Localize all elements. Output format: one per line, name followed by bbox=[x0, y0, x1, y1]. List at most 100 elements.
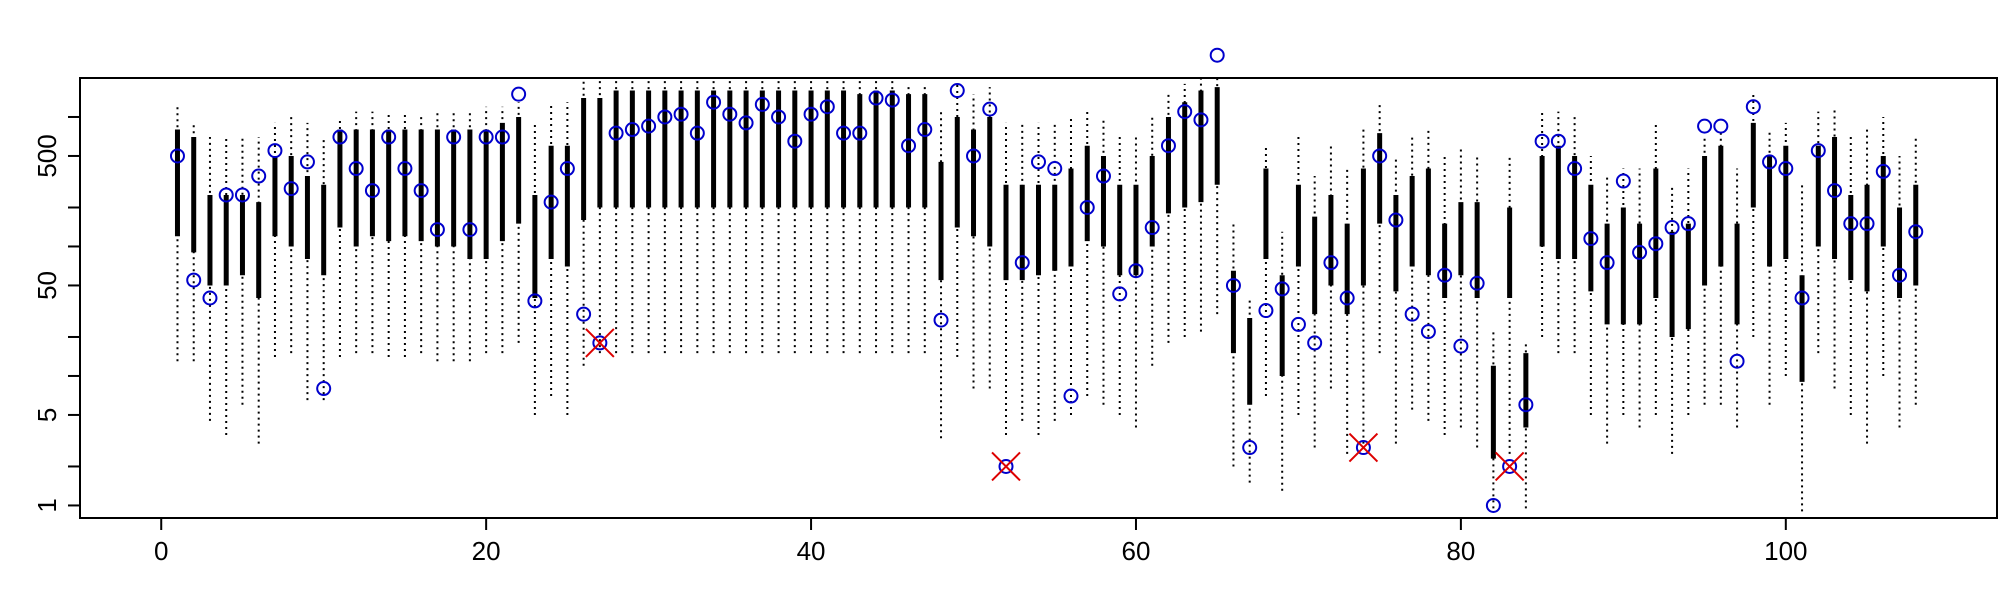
intervals-layer bbox=[174, 78, 1919, 512]
observed-point bbox=[1193, 112, 1209, 128]
flagged-marker bbox=[585, 328, 615, 358]
x-axis: 0 20 40 60 80 100 bbox=[154, 518, 1808, 566]
observed-point bbox=[234, 187, 250, 203]
observed-point bbox=[1420, 324, 1436, 340]
observed-point bbox=[1810, 143, 1826, 159]
observed-point bbox=[624, 122, 640, 138]
observed-point bbox=[348, 161, 364, 177]
observed-point bbox=[868, 90, 884, 106]
observed-point bbox=[836, 125, 852, 141]
observed-point bbox=[1485, 497, 1501, 513]
x-tick-label: 60 bbox=[1122, 536, 1151, 566]
observed-point bbox=[852, 125, 868, 141]
observed-point bbox=[1745, 99, 1761, 115]
observed-point bbox=[1697, 118, 1713, 134]
observed-point bbox=[641, 118, 657, 134]
observed-point bbox=[1388, 212, 1404, 228]
observed-point bbox=[429, 222, 445, 238]
observed-point bbox=[251, 168, 267, 184]
observed-point bbox=[283, 181, 299, 197]
y-tick-label: 50 bbox=[32, 271, 62, 300]
observed-point bbox=[657, 109, 673, 125]
observed-point bbox=[1859, 216, 1875, 232]
observed-point bbox=[608, 125, 624, 141]
x-tick-label: 100 bbox=[1764, 536, 1807, 566]
observed-point bbox=[738, 115, 754, 131]
observed-point bbox=[1437, 267, 1453, 283]
observed-point bbox=[1258, 303, 1274, 319]
observed-point bbox=[1615, 173, 1631, 189]
observed-point bbox=[1177, 104, 1193, 120]
observed-point bbox=[1534, 133, 1550, 149]
observed-point bbox=[1225, 277, 1241, 293]
observed-point bbox=[543, 194, 559, 210]
observed-point bbox=[397, 161, 413, 177]
observed-point bbox=[186, 272, 202, 288]
y-axis: 1 5 50 500 bbox=[32, 115, 80, 513]
observed-point bbox=[1274, 281, 1290, 297]
observed-point bbox=[267, 143, 283, 159]
x-tick-label: 80 bbox=[1446, 536, 1475, 566]
flagged-marker bbox=[991, 451, 1021, 482]
observed-point bbox=[819, 99, 835, 115]
observed-point bbox=[754, 96, 770, 112]
observed-point bbox=[917, 122, 933, 138]
observed-point bbox=[1599, 255, 1615, 271]
observed-point bbox=[1290, 316, 1306, 332]
observed-point bbox=[332, 129, 348, 145]
observed-point bbox=[413, 183, 429, 199]
observed-point bbox=[884, 92, 900, 108]
observed-point bbox=[446, 129, 462, 145]
observed-point bbox=[1339, 290, 1355, 306]
y-tick-label: 1 bbox=[32, 498, 62, 512]
observed-layer bbox=[169, 47, 1924, 513]
observed-point bbox=[1307, 335, 1323, 351]
x-tick-label: 20 bbox=[472, 536, 501, 566]
observed-point bbox=[1144, 220, 1160, 236]
observed-point bbox=[787, 133, 803, 149]
observed-point bbox=[1469, 275, 1485, 291]
observed-point bbox=[559, 161, 575, 177]
observed-point bbox=[494, 129, 510, 145]
observed-point bbox=[1875, 163, 1891, 179]
plot-frame bbox=[79, 77, 1998, 519]
observed-point bbox=[364, 183, 380, 199]
observed-point bbox=[1209, 47, 1225, 63]
observed-point bbox=[1095, 168, 1111, 184]
y-tick-label: 500 bbox=[32, 134, 62, 177]
observed-point bbox=[511, 86, 527, 102]
observed-point bbox=[1892, 267, 1908, 283]
observed-point bbox=[1014, 255, 1030, 271]
flag-stroke bbox=[1494, 451, 1525, 482]
observed-point bbox=[1729, 353, 1745, 369]
observed-point bbox=[982, 101, 998, 117]
observed-point bbox=[462, 222, 478, 238]
observed-point bbox=[1404, 306, 1420, 322]
observed-point bbox=[1079, 199, 1095, 215]
observed-point bbox=[1567, 161, 1583, 177]
flagged-marker bbox=[1494, 451, 1525, 482]
observed-point bbox=[202, 290, 218, 306]
flag-stroke bbox=[991, 451, 1021, 482]
observed-point bbox=[527, 293, 543, 309]
flagged-marker bbox=[1348, 432, 1379, 463]
observed-point bbox=[966, 148, 982, 164]
observed-point bbox=[592, 335, 608, 351]
observed-point bbox=[722, 106, 738, 122]
flag-stroke bbox=[1348, 432, 1379, 463]
observed-point bbox=[1518, 397, 1534, 413]
observed-point bbox=[689, 125, 705, 141]
observed-point bbox=[901, 138, 917, 154]
observed-point bbox=[1242, 440, 1258, 456]
observed-point bbox=[1664, 220, 1680, 236]
observed-point bbox=[1794, 290, 1810, 306]
y-tick-label: 5 bbox=[32, 408, 62, 422]
observed-point bbox=[1502, 458, 1518, 474]
observed-point bbox=[1160, 138, 1176, 154]
observed-point bbox=[1112, 286, 1128, 302]
observed-point bbox=[1713, 118, 1729, 134]
observed-point bbox=[576, 306, 592, 322]
observed-point bbox=[933, 312, 949, 328]
observed-point bbox=[1648, 236, 1664, 252]
